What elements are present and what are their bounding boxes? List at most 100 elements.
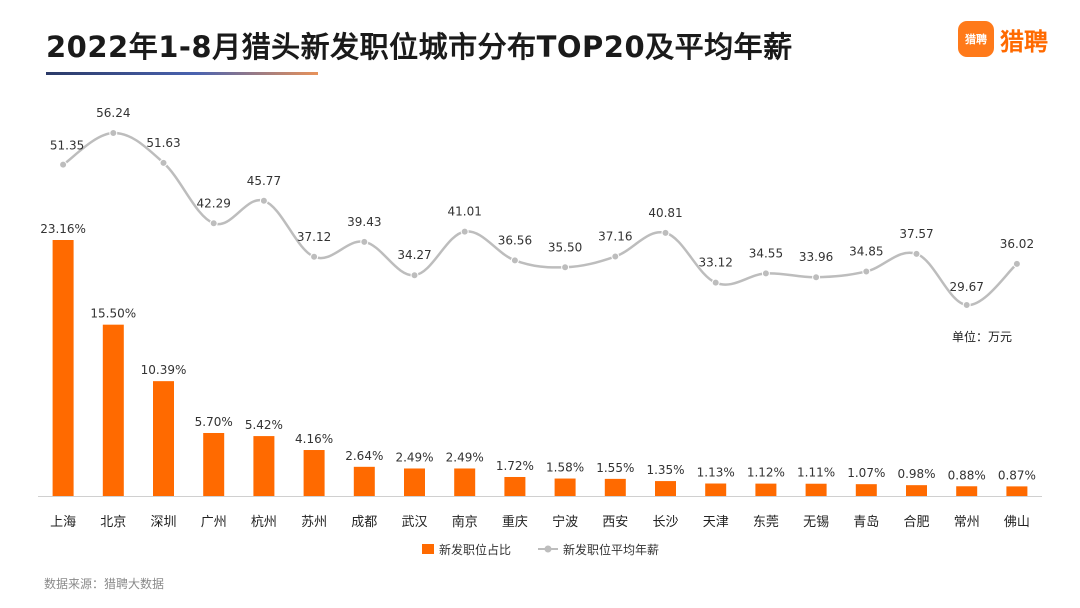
bar-0 (52, 240, 74, 496)
bar-19 (1006, 486, 1028, 496)
line-label-15: 33.96 (799, 250, 833, 264)
unit-note: 单位：万元 (952, 329, 1012, 344)
line-point-17 (912, 249, 921, 258)
legend-line-marker (544, 545, 552, 553)
bar-label-9: 1.72% (496, 459, 534, 473)
line-point-19 (1012, 259, 1021, 268)
category-label-15: 无锡 (803, 515, 829, 530)
line-point-1 (109, 129, 118, 137)
bar-18 (956, 486, 978, 496)
line-point-11 (611, 252, 620, 261)
logo-text: 猎聘 (1000, 27, 1048, 56)
line-label-0: 51.35 (50, 139, 84, 153)
line-label-19: 36.02 (1000, 237, 1034, 251)
bar-label-15: 1.11% (797, 466, 835, 480)
line-point-15 (812, 273, 821, 282)
logo-badge-icon: 猎聘 (958, 21, 994, 57)
bar-1 (102, 324, 124, 496)
category-label-5: 苏州 (301, 514, 327, 530)
chart-title: 2022年1-8月猎头新发职位城市分布TOP20及平均年薪 (46, 30, 793, 64)
line-point-18 (962, 301, 971, 309)
bar-label-18: 0.88% (948, 468, 986, 482)
line-label-2: 51.63 (146, 136, 180, 150)
category-label-0: 上海 (50, 515, 76, 530)
bar-label-2: 10.39% (141, 363, 187, 377)
line-point-13 (711, 278, 720, 287)
category-label-16: 青岛 (853, 514, 879, 530)
category-label-1: 北京 (100, 515, 126, 530)
bar-label-6: 2.64% (345, 449, 383, 463)
category-label-12: 长沙 (652, 515, 678, 530)
line-label-6: 39.43 (347, 215, 381, 229)
bar-label-11: 1.55% (596, 461, 634, 475)
bar-8 (454, 468, 476, 496)
line-point-5 (310, 252, 319, 261)
legend-line-label: 新发职位平均年薪 (563, 542, 659, 557)
bar-label-10: 1.58% (546, 461, 584, 475)
bar-5 (303, 450, 325, 496)
line-label-8: 41.01 (448, 205, 482, 219)
line-label-13: 33.12 (699, 256, 733, 270)
bar-label-3: 5.70% (195, 415, 233, 429)
line-point-12 (661, 228, 670, 237)
category-label-7: 武汉 (401, 515, 427, 530)
bar-17 (906, 485, 927, 496)
bar-label-7: 2.49% (395, 450, 433, 464)
bar-label-4: 5.42% (245, 418, 283, 432)
category-label-11: 西安 (602, 515, 628, 530)
line-label-18: 29.67 (950, 280, 984, 294)
line-point-16 (862, 267, 871, 276)
line-point-9 (510, 256, 519, 265)
category-label-17: 合肥 (903, 515, 929, 530)
bar-10 (554, 478, 576, 496)
bar-9 (504, 476, 526, 496)
line-label-7: 34.27 (397, 248, 431, 262)
category-label-2: 深圳 (150, 515, 176, 530)
bar-label-13: 1.13% (697, 466, 735, 480)
line-point-2 (159, 158, 168, 167)
bar-label-19: 0.87% (998, 468, 1036, 482)
bar-4 (253, 436, 275, 496)
line-label-5: 37.12 (297, 230, 331, 244)
bar-11 (604, 478, 626, 496)
bar-label-14: 1.12% (747, 466, 785, 480)
line-label-1: 56.24 (96, 106, 130, 120)
line-point-0 (59, 160, 68, 169)
line-label-9: 36.56 (498, 233, 532, 247)
line-label-4: 45.77 (247, 174, 281, 188)
line-point-14 (761, 269, 770, 278)
category-label-18: 常州 (954, 515, 980, 530)
category-label-19: 佛山 (1004, 515, 1030, 530)
title-underline (46, 72, 318, 75)
bar-label-12: 1.35% (646, 463, 684, 477)
line-point-6 (360, 237, 369, 246)
line-label-14: 34.55 (749, 246, 783, 260)
bar-7 (404, 468, 425, 496)
category-label-4: 杭州 (251, 515, 277, 530)
line-point-4 (259, 196, 268, 205)
line-label-3: 42.29 (197, 196, 231, 210)
line-point-7 (410, 271, 419, 280)
bar-13 (705, 483, 727, 496)
line-label-10: 35.50 (548, 240, 582, 254)
bar-label-8: 2.49% (446, 450, 484, 464)
line-label-11: 37.16 (598, 230, 632, 244)
line-label-12: 40.81 (648, 206, 682, 220)
bar-15 (805, 483, 827, 496)
bar-2 (153, 381, 174, 496)
bar-label-16: 1.07% (847, 466, 885, 480)
category-label-13: 天津 (703, 515, 729, 530)
line-label-17: 37.57 (899, 227, 933, 241)
legend-bar-swatch (422, 544, 434, 554)
bar-label-1: 15.50% (90, 307, 136, 321)
bar-12 (655, 481, 676, 496)
line-point-10 (561, 263, 570, 272)
data-source: 数据来源：猎聘大数据 (44, 577, 165, 591)
line-label-16: 34.85 (849, 244, 883, 258)
bar-label-5: 4.16% (295, 432, 333, 446)
bar-label-17: 0.98% (897, 467, 935, 481)
bar-6 (353, 466, 375, 496)
category-label-14: 东莞 (753, 515, 779, 530)
category-label-9: 重庆 (502, 514, 528, 530)
